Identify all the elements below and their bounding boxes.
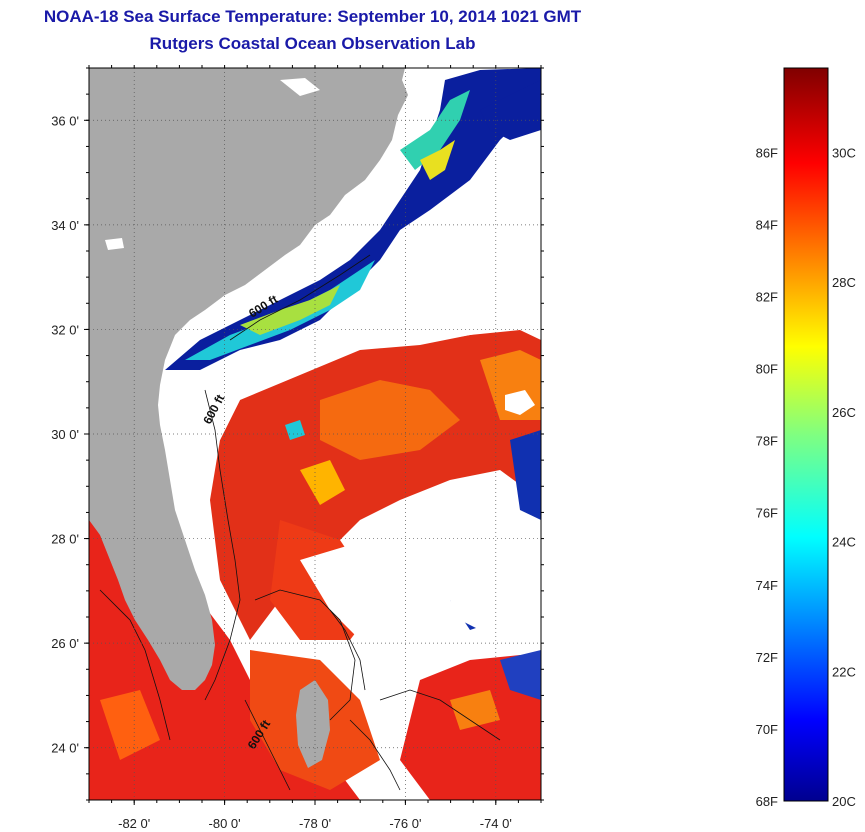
chart-subtitle: Rutgers Coastal Ocean Observation Lab (149, 34, 476, 53)
y-tick-label: 36 0' (51, 113, 79, 128)
colorbar-c-label: 28C (832, 275, 856, 290)
colorbar-f-label: 84F (756, 217, 778, 232)
colorbar-ticks: 68F 70F 72F 74F 76F 78F 80F 82F 84F 86F 20C 22C 24C 2… (756, 145, 856, 809)
x-tick-label: -82 0' (118, 816, 150, 831)
y-tick-label: 28 0' (51, 532, 79, 547)
colorbar-f-label: 86F (756, 145, 778, 160)
colorbar-f-label: 72F (756, 650, 778, 665)
y-tick-label: 34 0' (51, 218, 79, 233)
colorbar-c-label: 22C (832, 664, 856, 679)
inland-lake (280, 78, 320, 96)
y-tick-label: 24 0' (51, 741, 79, 756)
chart-title: NOAA-18 Sea Surface Temperature: Septemb… (43, 7, 582, 26)
colorbar-c-label: 24C (832, 535, 856, 550)
colorbar-c-label: 20C (832, 794, 856, 809)
colorbar-c-label: 26C (832, 405, 856, 420)
colorbar-f-label: 82F (756, 289, 778, 304)
x-axis: -82 0' -80 0' -78 0' -76 0' -74 0' (88, 65, 542, 831)
colorbar-f-label: 68F (756, 794, 778, 809)
land-andros-island (296, 680, 330, 768)
y-axis: 24 0' 26 0' 28 0' 30 0' 32 0' 34 0' 36 0' (51, 67, 544, 801)
x-tick-label: -74 0' (480, 816, 512, 831)
warm-water-region (89, 330, 541, 800)
inland-lake (105, 238, 124, 250)
x-tick-label: -76 0' (389, 816, 421, 831)
grid-lines (89, 68, 541, 800)
colorbar-f-label: 74F (756, 578, 778, 593)
colorbar-f-label: 76F (756, 506, 778, 521)
x-tick-label: -78 0' (299, 816, 331, 831)
colorbar-f-label: 80F (756, 362, 778, 377)
isobath-contours (99, 254, 501, 791)
y-tick-label: 26 0' (51, 636, 79, 651)
y-tick-label: 32 0' (51, 322, 79, 337)
x-tick-label: -80 0' (209, 816, 241, 831)
colorbar (783, 67, 829, 802)
land-mainland (89, 68, 408, 690)
colorbar-f-label: 78F (756, 434, 778, 449)
colorbar-c-label: 30C (832, 145, 856, 160)
cloud-region (160, 210, 541, 650)
colorbar-f-label: 70F (756, 722, 778, 737)
y-tick-label: 30 0' (51, 427, 79, 442)
